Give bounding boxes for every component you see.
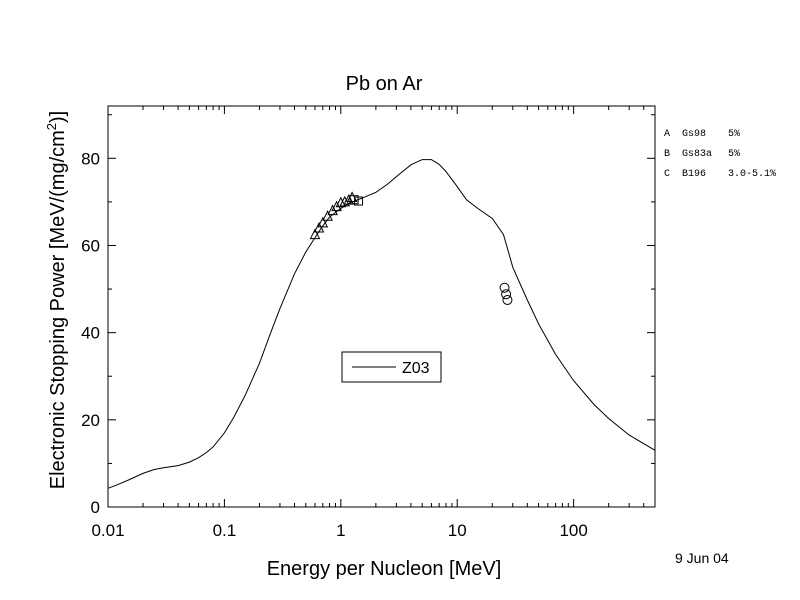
y-tick-label: 40 — [81, 324, 100, 343]
x-tick-label: 10 — [448, 521, 467, 540]
z03-curve — [107, 159, 656, 489]
x-tick-label: 100 — [559, 521, 587, 540]
x-tick-label: 1 — [336, 521, 345, 540]
y-axis-label-main: Electronic Stopping Power [MeV/(mg/cm — [47, 130, 69, 489]
y-tick-label: 80 — [81, 149, 100, 168]
reference-source: Gs83a — [682, 149, 712, 160]
chart-title: Pb on Ar — [346, 73, 423, 95]
triangle-point — [335, 196, 347, 208]
triangle-point — [322, 210, 333, 221]
plot-frame — [107, 105, 656, 508]
circle-point — [499, 282, 510, 293]
y-tick-labels: 0 20 40 60 80 — [81, 149, 100, 517]
triangle-point — [327, 204, 338, 216]
axis-ticks — [107, 106, 655, 508]
circle-point — [501, 289, 512, 300]
triangle-point — [331, 200, 342, 212]
square-point — [354, 196, 364, 206]
triangle-point — [339, 195, 351, 207]
circle-point — [502, 294, 513, 305]
reference-letter: A — [664, 129, 670, 140]
x-tick-labels: 0.01 0.1 1 10 100 — [91, 521, 587, 540]
y-tick-label: 20 — [81, 411, 100, 430]
y-tick-label: 60 — [81, 236, 100, 255]
x-tick-label: 0.1 — [213, 521, 237, 540]
triangle-point — [309, 228, 321, 240]
y-axis-label-end: )] — [47, 111, 69, 123]
reference-source: B196 — [682, 169, 706, 180]
x-tick-label: 0.01 — [91, 521, 124, 540]
reference-error: 3.0-5.1% — [728, 169, 776, 180]
date-stamp: 9 Jun 04 — [675, 550, 729, 566]
triangle-point — [317, 216, 329, 228]
data-points — [309, 191, 513, 305]
legend-label: Z03 — [402, 360, 430, 377]
x-axis-label: Energy per Nucleon [MeV] — [267, 558, 502, 580]
curve-legend: Z03 — [341, 351, 442, 383]
reference-list: A Gs98 5% B Gs83a 5% C B196 3.0-5.1% — [664, 129, 776, 180]
reference-error: 5% — [728, 149, 740, 160]
y-axis-label: Electronic Stopping Power [MeV/(mg/cm2)] — [44, 111, 69, 489]
reference-error: 5% — [728, 129, 740, 140]
y-axis-label-sup: 2 — [44, 123, 59, 130]
triangle-point — [343, 194, 355, 205]
reference-letter: C — [664, 169, 670, 180]
y-tick-label: 0 — [91, 498, 100, 517]
reference-letter: B — [664, 149, 670, 160]
reference-source: Gs98 — [682, 129, 706, 140]
triangle-point — [313, 221, 325, 233]
